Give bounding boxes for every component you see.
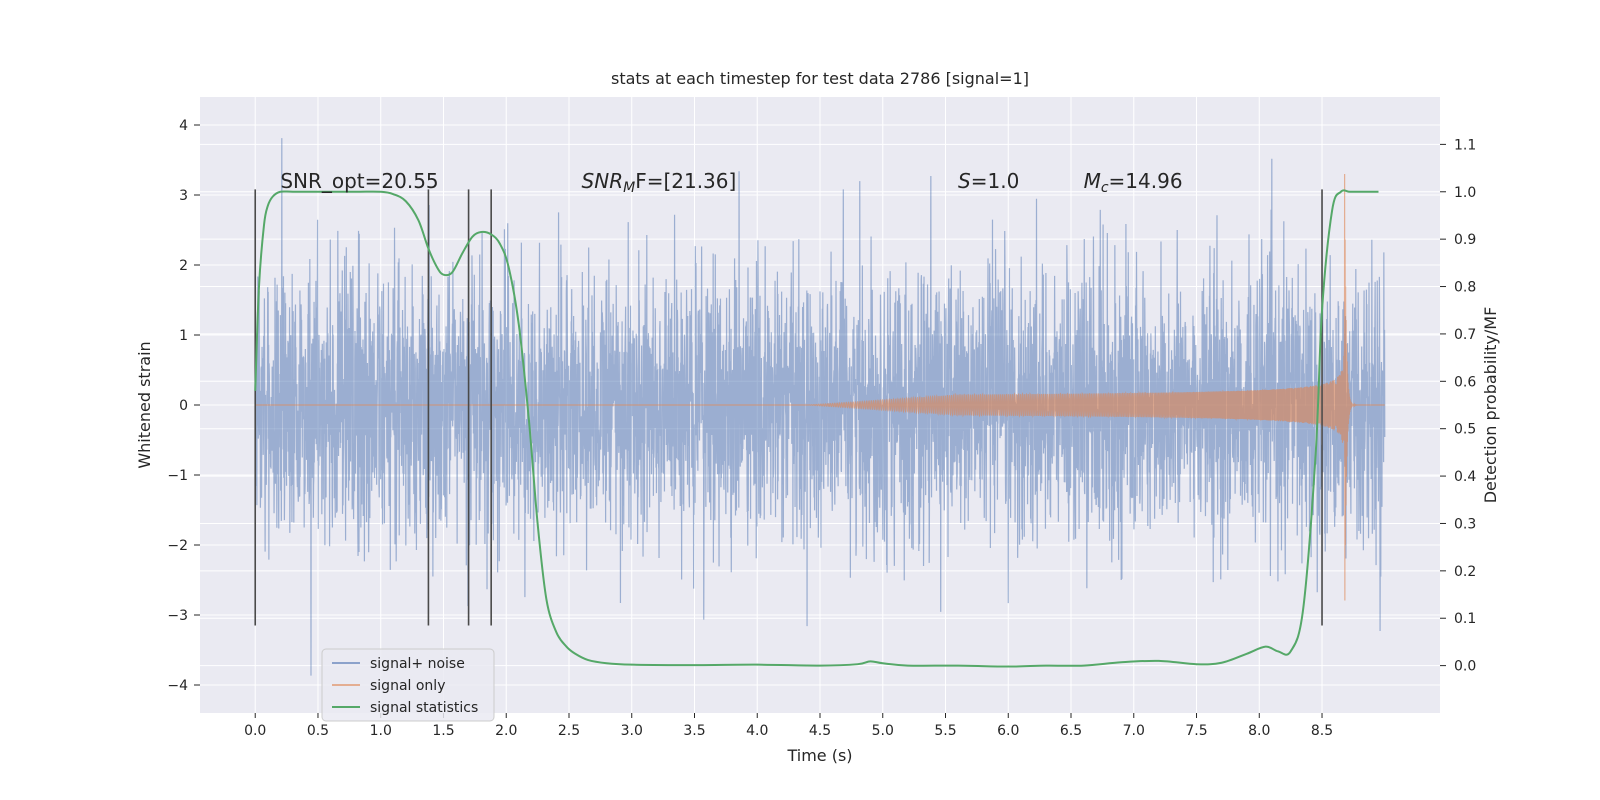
legend-label: signal+ noise	[370, 656, 465, 672]
y-tick-label: 3	[179, 188, 188, 204]
y2-axis-label: Detection probability/MF	[1481, 307, 1500, 504]
x-tick-label: 5.0	[872, 723, 894, 739]
legend: signal+ noise signal only signal statistic…	[321, 648, 495, 722]
y-tick-label: 1	[179, 328, 188, 344]
signal-line	[255, 173, 1385, 601]
annotation-2: SNRMF=[21.36]	[582, 169, 737, 196]
x-tick-label: 8.5	[1311, 723, 1333, 739]
y-tick-label: 4	[179, 118, 188, 134]
annotation-layer: SNR_opt=20.55 SNRMF=[21.36] S=1.0 Mc=14.96	[280, 169, 1182, 196]
y2-tick-label: 1.1	[1454, 137, 1476, 153]
y2-tick-label: 0.2	[1454, 564, 1476, 580]
x-axis-label: Time (s)	[786, 746, 852, 765]
y2-tick-label: 0.0	[1454, 659, 1476, 675]
y-tick-label: 2	[179, 258, 188, 274]
x-tick-label: 2.5	[558, 723, 580, 739]
chart-title: stats at each timestep for test data 278…	[611, 69, 1029, 88]
x-tick-label: 8.0	[1248, 723, 1270, 739]
legend-box	[321, 648, 495, 722]
y2-tick-label: 0.3	[1454, 516, 1476, 532]
y2-tick-label: 0.7	[1454, 327, 1476, 343]
y2-tick-label: 1.0	[1454, 185, 1476, 201]
x-tick-label: 1.5	[432, 723, 454, 739]
y2-tick-label: 0.8	[1454, 280, 1476, 296]
x-tick-label: 2.0	[495, 723, 517, 739]
legend-label: signal statistics	[370, 700, 478, 716]
vline-layer	[254, 189, 1323, 626]
y-tick-label: 0	[179, 398, 188, 414]
signal-series	[255, 173, 1385, 601]
legend-label: signal only	[370, 678, 445, 694]
x-tick-label: 4.0	[746, 723, 768, 739]
y2-tick-label: 0.6	[1454, 374, 1476, 390]
x-tick-label: 5.5	[934, 723, 956, 739]
y-tick-label: −3	[167, 608, 188, 624]
x-tick-label: 6.0	[997, 723, 1019, 739]
annotation-1: SNR_opt=20.55	[280, 169, 438, 193]
x-tick-label: 1.0	[370, 723, 392, 739]
y2-tick-label: 0.5	[1454, 422, 1476, 438]
y2-tick-label: 0.1	[1454, 611, 1476, 627]
statistics-series	[254, 189, 1379, 668]
y2-tick-label: 0.4	[1454, 469, 1476, 485]
x-tick-label: 3.0	[621, 723, 643, 739]
y-tick-label: −4	[167, 678, 188, 694]
tick-layer: 0.0 0.5 1.0 1.5 2.0 2.5 3.0 3.5 4.0 4.5 5.0 5.5 6.0 6…	[167, 118, 1476, 739]
x-tick-label: 6.5	[1060, 723, 1082, 739]
y2-tick-label: 0.9	[1454, 232, 1476, 248]
annotation-3: S=1.0	[958, 169, 1019, 193]
y-tick-label: −2	[167, 538, 188, 554]
y-tick-label: −1	[167, 468, 188, 484]
x-tick-label: 0.5	[307, 723, 329, 739]
x-tick-label: 0.0	[244, 723, 266, 739]
statistics-line	[254, 189, 1379, 668]
x-tick-label: 3.5	[683, 723, 705, 739]
x-tick-label: 7.0	[1123, 723, 1145, 739]
x-tick-label: 7.5	[1185, 723, 1207, 739]
annotation-4: Mc=14.96	[1084, 169, 1183, 196]
y-axis-label: Whitened strain	[135, 341, 154, 468]
x-tick-label: 4.5	[809, 723, 831, 739]
